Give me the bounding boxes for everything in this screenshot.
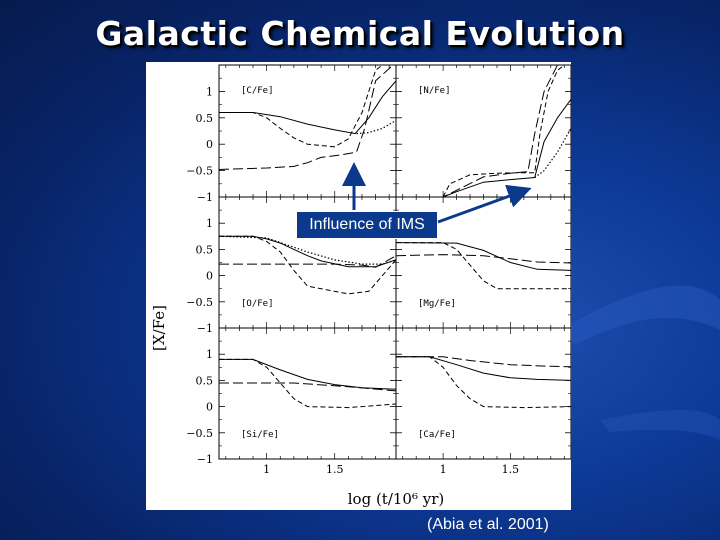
panel-label: [O/Fe] [241, 299, 274, 309]
y-tick-label: −0.5 [186, 427, 213, 440]
series-line-solid [219, 235, 396, 268]
x-tick-label: 1 [263, 463, 270, 476]
series-line-dashed [396, 242, 571, 290]
y-tick-label: −1 [197, 191, 213, 204]
abundance-chart: 1 0.5 0 −0.5 −1 [C/Fe] [N/Fe] 1 0.5 0 −0.5 −1 [O/Fe]… [150, 64, 571, 508]
x-tick-label: 1.5 [502, 463, 520, 476]
series-line-dashed [219, 235, 396, 295]
slide-title: Galactic Chemical Evolution [95, 14, 625, 53]
y-tick-label: 0 [206, 401, 213, 414]
y-tick-label: −0.5 [186, 165, 213, 178]
series-line-longdash [396, 65, 559, 197]
y-tick-label: 0 [206, 138, 213, 151]
series-line-dashed [219, 358, 396, 409]
y-tick-label: 1 [206, 85, 213, 98]
y-tick-label: 1 [206, 217, 213, 230]
y-tick-label: −0.5 [186, 296, 213, 309]
series-line-dashed [442, 65, 566, 197]
arrow-to-nitrogen [437, 184, 532, 224]
y-tick-label: 1 [206, 348, 213, 361]
series-line-longdash [396, 254, 571, 264]
series-line-longdash [396, 356, 571, 368]
series-line-solid [442, 99, 571, 197]
x-axis-title: log (t/10⁶ yr) [348, 490, 445, 508]
y-tick-label: −1 [197, 322, 213, 335]
x-tick-label: 1.5 [326, 463, 344, 476]
y-axis-title: [X/Fe] [150, 305, 168, 351]
series-line-solid [396, 242, 571, 271]
chart-figure: 1 0.5 0 −0.5 −1 [C/Fe] [N/Fe] 1 0.5 0 −0.5 −1 [O/Fe]… [146, 62, 571, 510]
panel-label: [Mg/Fe] [418, 299, 456, 309]
series-line-dashed [396, 356, 571, 409]
citation: (Abia et al. 2001) [427, 516, 549, 533]
panel-label: [C/Fe] [241, 86, 274, 96]
y-tick-label: 0.5 [196, 374, 214, 387]
callout-label: Influence of IMS [296, 211, 438, 239]
x-tick-label: 1 [440, 463, 447, 476]
y-tick-label: −1 [197, 453, 213, 466]
series-line-longdash [219, 382, 396, 392]
series-line-longdash [219, 65, 394, 170]
y-tick-label: 0.5 [196, 112, 214, 125]
y-tick-label: 0.5 [196, 243, 214, 256]
series-line-dotted [219, 235, 396, 265]
y-tick-label: 0 [206, 270, 213, 283]
panel-label: [Ca/Fe] [418, 430, 456, 440]
series-line-solid [219, 80, 396, 135]
series-line-dashed [219, 65, 384, 148]
series-line-longdash [219, 255, 396, 268]
panel-label: [N/Fe] [418, 86, 451, 96]
panel-label: [Si/Fe] [241, 430, 279, 440]
